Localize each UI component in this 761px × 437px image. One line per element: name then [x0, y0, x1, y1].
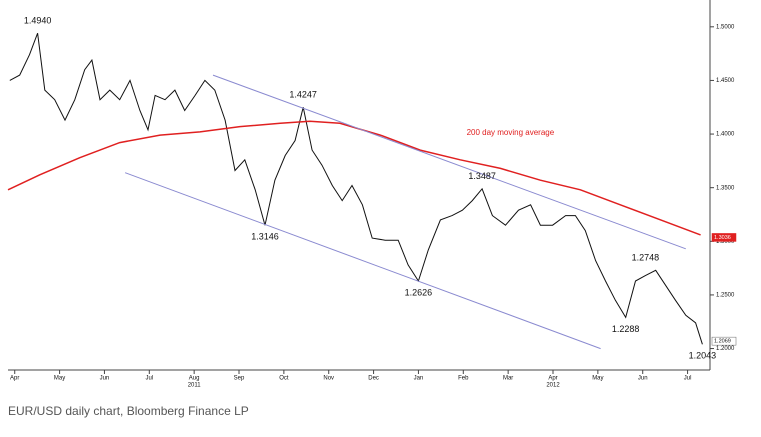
y-tick-label: 1.3500: [716, 185, 735, 191]
y-tick-label: 1.2000: [716, 346, 735, 352]
last-value-box: [711, 233, 737, 242]
y-tick-label: 1.4000: [716, 132, 735, 138]
last-value-label: 1.2069: [714, 339, 731, 345]
x-tick-label: Oct: [279, 376, 289, 382]
annotation: 1.2043: [689, 351, 717, 361]
last-value-box: [711, 336, 737, 346]
x-tick-label: Jan: [414, 376, 424, 382]
y-tick-label: 1.3000: [716, 239, 735, 245]
x-tick-label: Feb: [458, 376, 469, 382]
x-tick-label: Apr: [548, 376, 557, 382]
x-tick-label: Sep: [234, 376, 245, 382]
annotation: 1.4247: [289, 90, 317, 100]
x-tick-label: Jun: [638, 376, 648, 382]
channel-line: [124, 172, 601, 350]
x-tick-label: Apr: [10, 376, 19, 382]
x-tick-label: Jul: [684, 376, 692, 382]
x-tick-label: Dec: [368, 376, 379, 382]
annotation: 1.4940: [24, 16, 52, 26]
channel-line: [212, 74, 686, 250]
last-value-label: 1.3036: [714, 235, 731, 241]
annotation: 1.2626: [405, 287, 433, 297]
annotation: 1.3146: [251, 232, 279, 242]
y-tick-label: 1.2500: [716, 293, 735, 299]
x-tick-label: Nov: [323, 376, 334, 382]
x-tick-label: Jun: [100, 376, 110, 382]
year-label: 2012: [546, 383, 560, 389]
y-tick-label: 1.4500: [716, 78, 735, 84]
x-tick-label: May: [54, 376, 65, 382]
year-label: 2011: [188, 383, 202, 389]
x-tick-label: Mar: [503, 376, 513, 382]
moving-average: [7, 120, 701, 236]
caption: EUR/USD daily chart, Bloomberg Finance L…: [8, 404, 249, 418]
x-tick-label: Jul: [145, 376, 153, 382]
annotation: 1.2288: [612, 324, 640, 334]
annotation: 1.3487: [468, 171, 496, 181]
x-tick-label: May: [592, 376, 603, 382]
annotation: 200 day moving average: [467, 128, 555, 137]
annotation: 1.2748: [632, 253, 660, 263]
x-tick-label: Aug: [189, 376, 200, 382]
y-tick-label: 1.5000: [716, 24, 735, 30]
price-line: [9, 33, 703, 345]
